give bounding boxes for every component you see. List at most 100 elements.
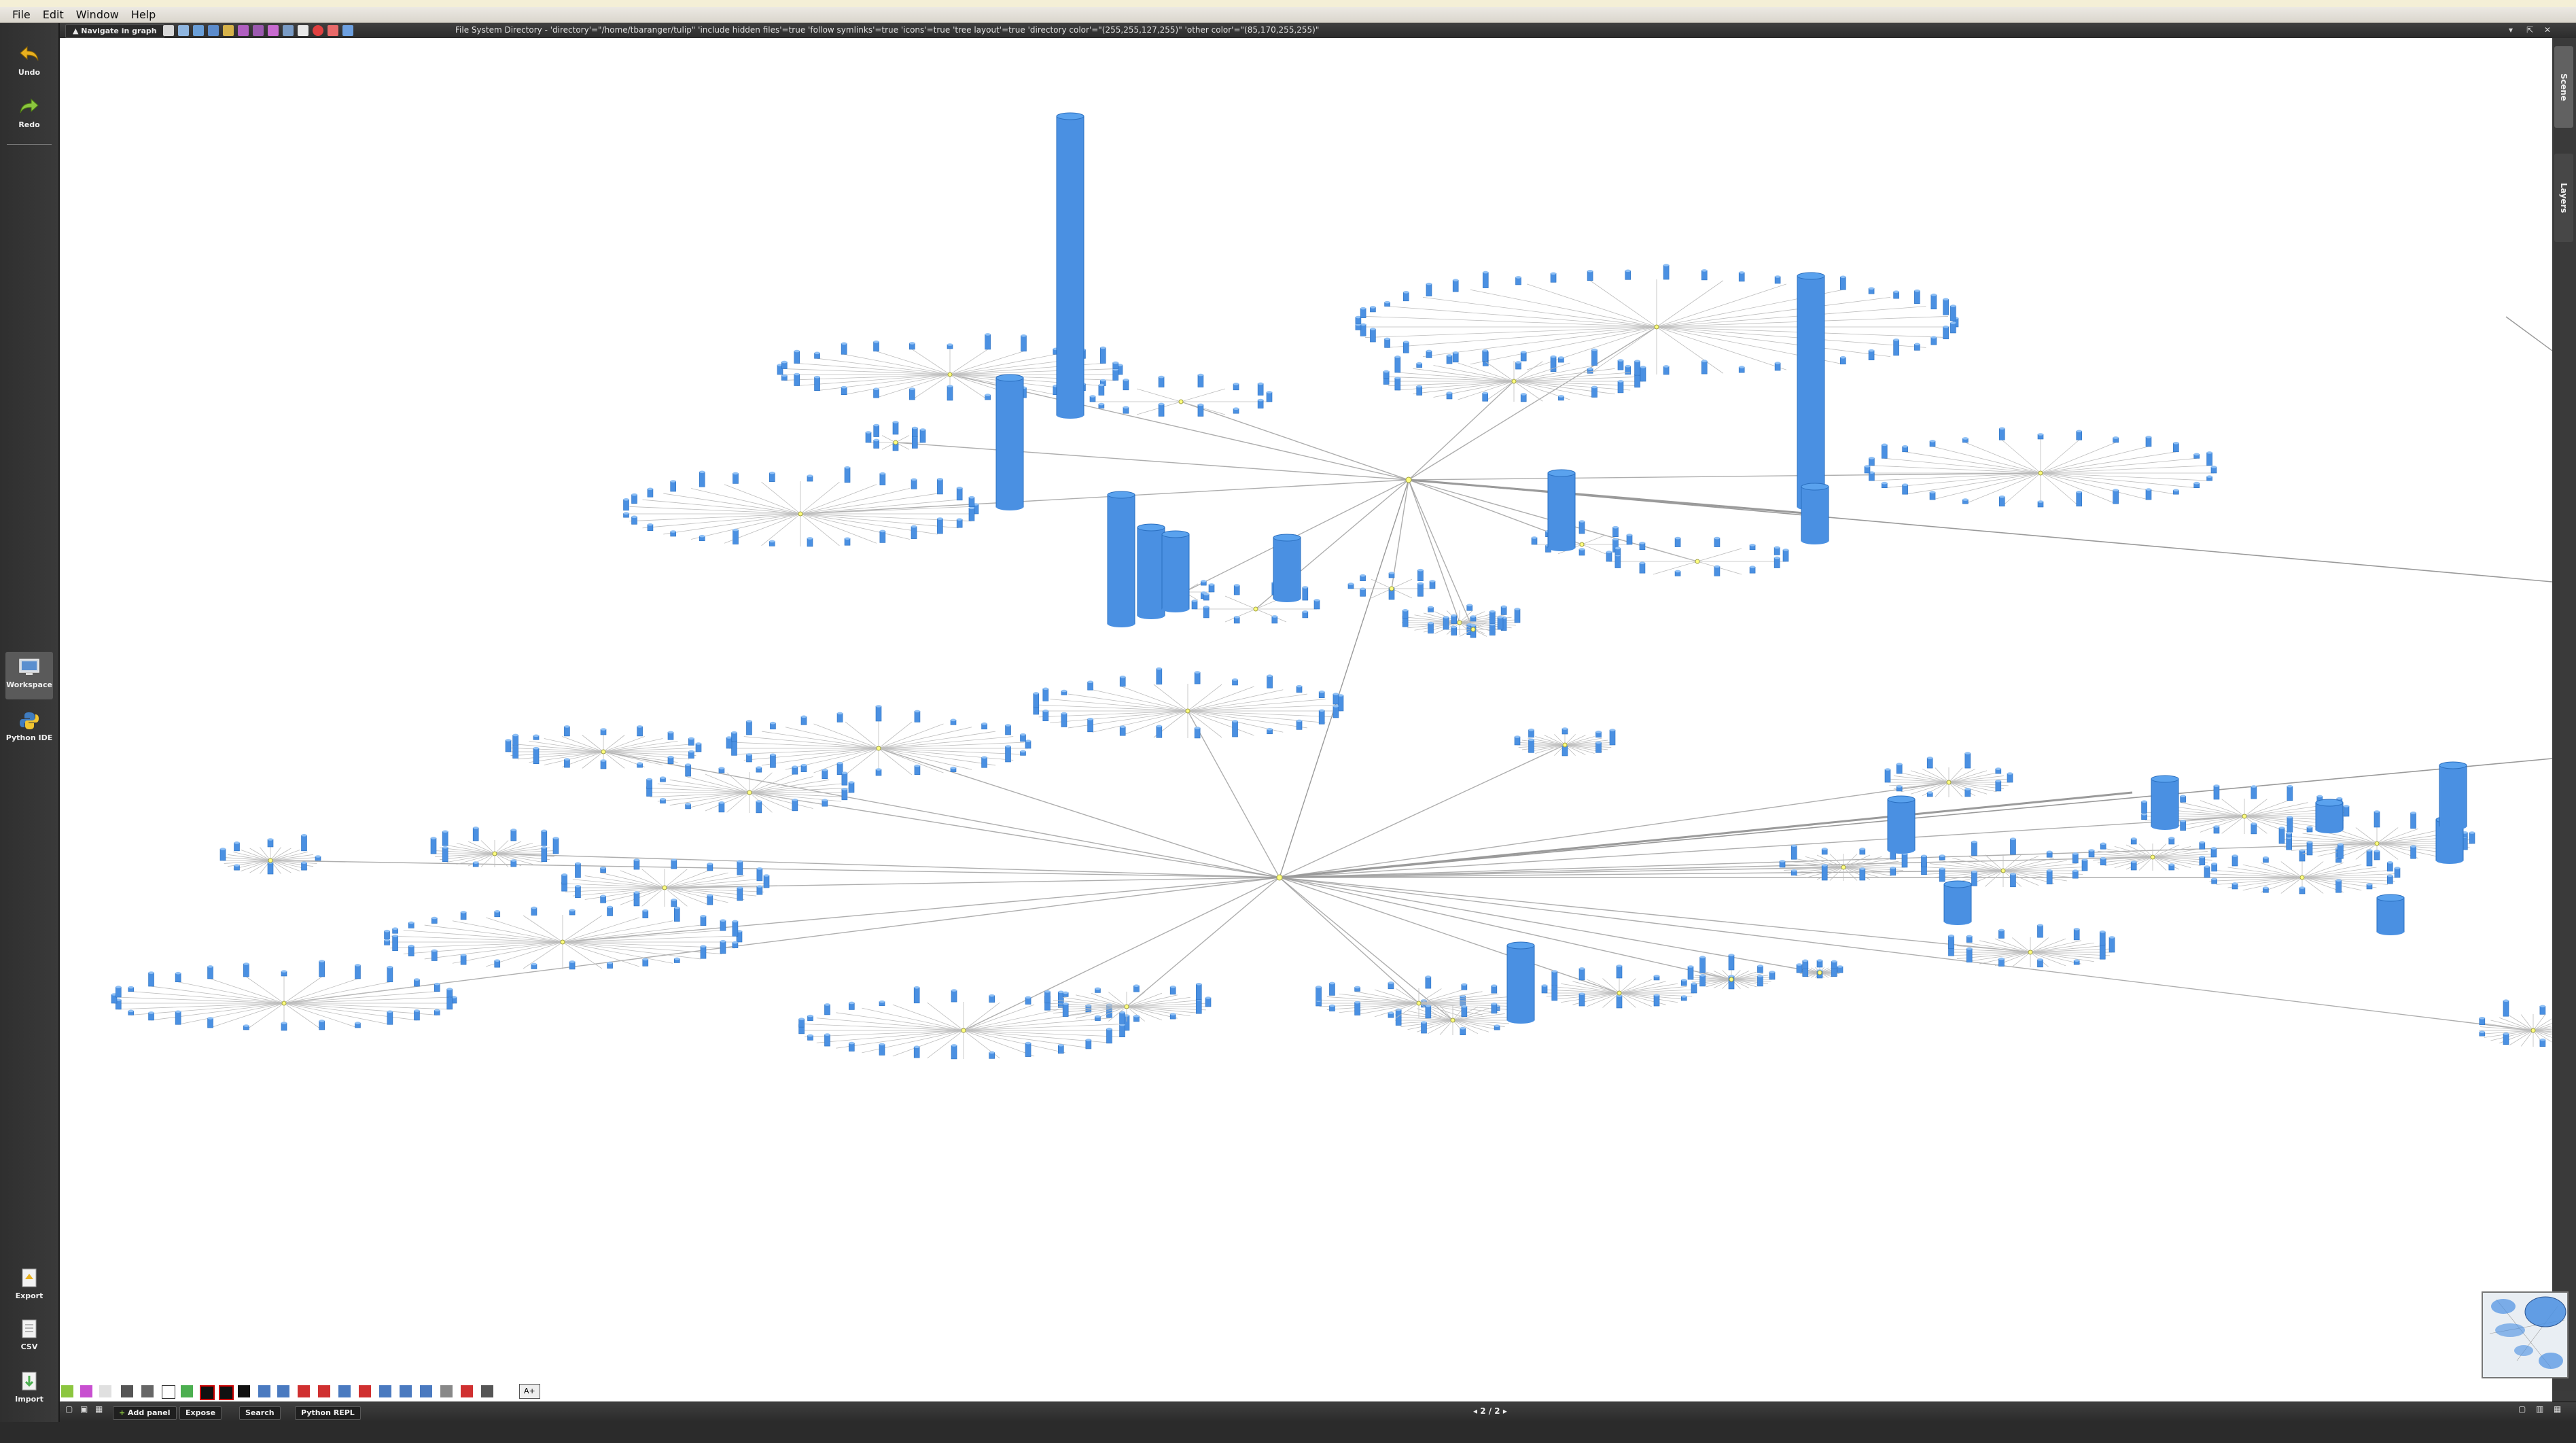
redo-icon — [20, 98, 39, 114]
navigate-in-graph-button[interactable]: ▲ Navigate in graph — [65, 24, 164, 38]
tool-icon-9[interactable] — [219, 1385, 234, 1400]
workspace-icon — [19, 659, 39, 675]
right-dock: Scene Layers — [2552, 38, 2576, 1391]
pointer-tool-icon[interactable] — [163, 25, 174, 36]
tool-icon-1[interactable] — [61, 1385, 73, 1397]
expand-icon[interactable]: ⇱ — [2526, 25, 2534, 35]
tool-icon-11[interactable] — [258, 1385, 270, 1397]
import-button[interactable]: Import — [5, 1365, 53, 1412]
bend-edge-icon[interactable] — [268, 25, 279, 36]
tool-icon-7[interactable] — [181, 1385, 193, 1397]
overview-minimap[interactable] — [2482, 1291, 2569, 1378]
csv-button[interactable]: CSV — [5, 1312, 53, 1360]
tool-icon-13[interactable] — [298, 1385, 310, 1397]
edit-edge-icon[interactable] — [238, 25, 249, 36]
menu-file[interactable]: File — [12, 8, 31, 21]
scene-tab[interactable]: Scene — [2554, 46, 2573, 128]
tool-icon-4[interactable] — [121, 1385, 133, 1397]
undo-label: Undo — [18, 68, 41, 77]
workspace-label: Workspace — [6, 680, 52, 689]
workspace-button[interactable]: Workspace — [5, 652, 53, 699]
page-indicator: 2 / 2 — [1480, 1406, 1500, 1416]
tool-icon-19[interactable] — [420, 1385, 432, 1397]
layout-grid-icon[interactable]: ▦ — [95, 1404, 103, 1414]
panel-single-icon[interactable]: ▢ — [2518, 1404, 2526, 1414]
tool-icon-18[interactable] — [400, 1385, 412, 1397]
rectangle-select-icon[interactable] — [208, 25, 219, 36]
tool-icon-12[interactable] — [277, 1385, 289, 1397]
graph-toolbar: ▲ Navigate in graph File System Director… — [60, 23, 2576, 39]
menu-edit[interactable]: Edit — [42, 8, 64, 21]
graph-canvas[interactable] — [60, 38, 2552, 1391]
scene-tab-label: Scene — [2559, 73, 2569, 101]
menu-window[interactable]: Window — [75, 8, 119, 21]
minimap-graph — [2483, 1293, 2567, 1377]
navigate-arrow-icon: ▲ — [73, 27, 82, 35]
panel-bar: ▢ ▣ ▦ + Add panel Expose Search Python R… — [60, 1402, 2576, 1423]
view-bottom-toolbar: A+ — [60, 1380, 2552, 1402]
next-page-icon[interactable]: ▸ — [1500, 1406, 1507, 1416]
undo-button[interactable]: Undo — [5, 37, 53, 84]
python-repl-button[interactable]: Python REPL — [295, 1406, 361, 1420]
export-button[interactable]: Export — [5, 1262, 53, 1309]
lasso-select-icon[interactable] — [223, 25, 234, 36]
tool-icon-17[interactable] — [379, 1385, 391, 1397]
close-view-icon[interactable]: ✕ — [2544, 25, 2552, 35]
add-edge-icon[interactable] — [253, 25, 264, 36]
tool-icon-15[interactable] — [338, 1385, 351, 1397]
navigate-label: Navigate in graph — [81, 27, 157, 35]
import-icon — [22, 1372, 37, 1391]
layout-single-icon[interactable]: ▢ — [65, 1404, 73, 1414]
graph-title: File System Directory - 'directory'="/ho… — [455, 25, 1320, 35]
tool-icon-21[interactable] — [461, 1385, 473, 1397]
neighborhood-icon[interactable] — [313, 25, 323, 36]
add-panel-button[interactable]: + Add panel — [113, 1406, 177, 1420]
magnifier-icon[interactable] — [298, 25, 308, 36]
panel-split-icon[interactable]: ▥ — [2536, 1404, 2544, 1414]
tool-icon-10[interactable] — [238, 1385, 250, 1397]
tool-icon-16[interactable] — [359, 1385, 371, 1397]
expose-button[interactable]: Expose — [179, 1406, 222, 1420]
select-tool-icon[interactable] — [193, 25, 204, 36]
python-ide-button[interactable]: Python IDE — [5, 705, 53, 752]
window-footer — [0, 1422, 2576, 1443]
tool-icon-3[interactable] — [99, 1385, 111, 1397]
tool-icon-14[interactable] — [318, 1385, 330, 1397]
export-label: Export — [15, 1291, 43, 1300]
add-panel-label: Add panel — [128, 1408, 171, 1417]
fisheye-icon[interactable] — [283, 25, 294, 36]
undo-icon — [20, 46, 39, 61]
graph-view[interactable] — [60, 38, 2552, 1391]
menu-help[interactable]: Help — [130, 8, 156, 21]
text-size-button[interactable]: A+ — [519, 1384, 540, 1399]
tool-icon-8[interactable] — [200, 1385, 215, 1400]
sidebar-divider — [7, 144, 52, 145]
layout-split-icon[interactable]: ▣ — [80, 1404, 88, 1414]
expose-label: Expose — [186, 1408, 216, 1417]
prev-page-icon[interactable]: ◂ — [1473, 1406, 1481, 1416]
panel-grid-icon[interactable]: ▦ — [2554, 1404, 2562, 1414]
tool-icon-20[interactable] — [440, 1385, 453, 1397]
zoom-tool-icon[interactable] — [178, 25, 189, 36]
csv-label: CSV — [20, 1342, 38, 1351]
dropdown-icon[interactable]: ▾ — [2509, 25, 2513, 35]
search-icon[interactable] — [342, 25, 353, 36]
python-repl-label: Python REPL — [301, 1408, 355, 1417]
python-icon — [20, 712, 39, 729]
export-icon — [22, 1268, 37, 1287]
layers-tab[interactable]: Layers — [2554, 154, 2573, 242]
tool-icon-5[interactable] — [141, 1385, 154, 1397]
left-sidebar: Undo Redo Workspace Python IDE Export — [0, 23, 60, 1443]
import-label: Import — [15, 1395, 43, 1404]
tool-icon-6[interactable] — [162, 1385, 175, 1399]
search-panel-button[interactable]: Search — [239, 1406, 281, 1420]
python-ide-label: Python IDE — [5, 733, 53, 742]
csv-icon — [22, 1319, 37, 1338]
window-top-strip — [0, 0, 2576, 7]
grid-icon[interactable] — [328, 25, 338, 36]
tool-icon-2[interactable] — [80, 1385, 92, 1397]
layers-tab-label: Layers — [2559, 182, 2569, 213]
search-label: Search — [245, 1408, 275, 1417]
redo-button[interactable]: Redo — [5, 89, 53, 137]
tool-icon-22[interactable] — [481, 1385, 493, 1397]
